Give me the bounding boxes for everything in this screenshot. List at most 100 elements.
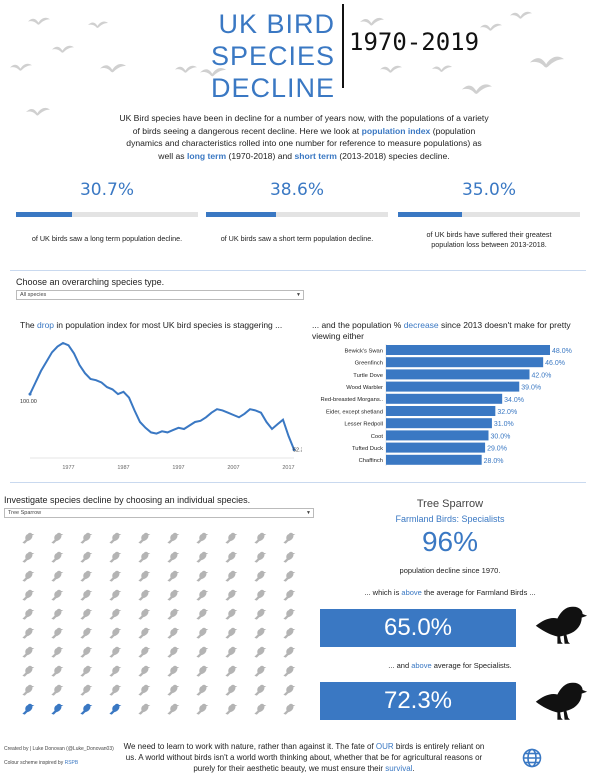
bar-value-label: 42.0% <box>532 372 552 379</box>
flying-bird-icon <box>52 44 74 55</box>
footer-colour-credit-text: Colour scheme inspired by <box>4 760 65 766</box>
flying-bird-icon <box>360 16 384 28</box>
sparrow-icon <box>223 606 239 622</box>
sparrow-icon <box>49 587 65 603</box>
sparrow-icon <box>281 625 297 641</box>
kpi-card: 35.0% of UK birds have suffered their gr… <box>398 178 580 258</box>
species-decline-caption: population decline since 1970. <box>399 566 501 575</box>
sparrow-icon <box>49 663 65 679</box>
footer-colour-credit: Colour scheme inspired by RSPB <box>4 760 78 766</box>
section-divider <box>10 270 586 271</box>
page-subtitle: 1970-2019 <box>349 28 480 56</box>
bird-icon-grid <box>20 530 310 720</box>
bar-value-label: 46.0% <box>545 360 565 367</box>
sparrow-icon <box>281 606 297 622</box>
sparrow-icon <box>194 568 210 584</box>
bar-value-label: 31.0% <box>494 421 514 428</box>
sparrow-icon <box>78 644 94 660</box>
kpi-description: of UK birds have suffered their greatest… <box>426 230 552 249</box>
sparrow-icon <box>281 644 297 660</box>
bar-value-label: 34.0% <box>504 397 524 404</box>
intro-text-1: UK Bird species have been in decline for… <box>119 113 489 136</box>
flying-bird-icon <box>480 22 502 33</box>
kpi-progress-track <box>16 212 198 217</box>
sparrow-icon <box>136 644 152 660</box>
footer-text-2: birds is entirely reliant on us. A world… <box>125 742 485 773</box>
sparrow-icon <box>252 644 268 660</box>
footer-text-3: . <box>412 764 415 773</box>
sparrow-icon <box>49 682 65 698</box>
sparrow-icon <box>165 644 181 660</box>
rspb-link[interactable]: RSPB <box>64 760 79 766</box>
footer-credit: Created by | Luke Donovan (@Luke_Donovan… <box>4 746 114 752</box>
sparrow-icon <box>223 701 239 717</box>
sparrow-icon <box>281 549 297 565</box>
sparrow-icon <box>194 663 210 679</box>
sparrow-icon <box>194 530 210 546</box>
sparrow-icon <box>78 663 94 679</box>
bar-chart-title-keyword: decrease <box>403 320 439 330</box>
sparrow-icon <box>49 549 65 565</box>
kpi-progress-fill <box>16 212 72 217</box>
globe-icon[interactable] <box>522 748 542 768</box>
species-group: Farmland Birds: Specialists <box>395 514 505 524</box>
sparrow-icon <box>20 625 36 641</box>
bar-value-label: 28.0% <box>484 458 504 465</box>
sparrow-icon <box>281 587 297 603</box>
species-type-dropdown[interactable]: All species ▼ <box>16 290 304 300</box>
flying-bird-icon <box>510 10 532 21</box>
footer-message: We need to learn to work with nature, ra… <box>118 741 490 774</box>
bar-category-label: Chaffinch <box>359 458 383 464</box>
x-tick-label: 1987 <box>117 465 129 471</box>
sparrow-icon <box>223 625 239 641</box>
population-index-line <box>29 341 295 450</box>
sparrow-icon <box>281 701 297 717</box>
sparrow-icon <box>252 530 268 546</box>
bar-category-label: Greenfinch <box>355 361 383 367</box>
sparrow-icon <box>107 701 123 717</box>
intro-text-4: (2013-2018) species decline. <box>336 150 450 161</box>
kpi-card: 38.6% of UK birds saw a short term popul… <box>206 178 388 258</box>
comparison-text-2: the average for Farmland Birds ... <box>421 588 536 597</box>
sparrow-icon <box>281 682 297 698</box>
sparrow-icon <box>49 701 65 717</box>
species-type-label: Choose an overarching species type. <box>16 277 165 287</box>
sparrow-icon <box>78 530 94 546</box>
kpi-value: 38.6% <box>269 180 324 200</box>
sparrow-icon <box>20 587 36 603</box>
comparison-text-2: average for Specialists. <box>431 661 512 670</box>
bar-category-label: Lesser Redpoll <box>344 422 383 428</box>
line-chart-title-text-2: in population index for most UK bird spe… <box>54 320 283 330</box>
sparrow-icon <box>78 587 94 603</box>
sparrow-icon <box>49 530 65 546</box>
flying-bird-icon <box>462 82 492 97</box>
bar <box>386 393 503 404</box>
x-tick-label: 2007 <box>227 465 239 471</box>
footer-keyword-survival: survival <box>385 764 413 773</box>
sparrow-icon <box>136 587 152 603</box>
individual-species-selected: Tree Sparrow <box>8 510 42 516</box>
sparrow-icon <box>78 549 94 565</box>
bar <box>386 345 550 355</box>
sparrow-icon <box>78 568 94 584</box>
bar-value-label: 30.0% <box>491 433 511 440</box>
flying-bird-icon <box>28 16 50 27</box>
sparrow-icon <box>252 606 268 622</box>
kpi-card: 30.7% of UK birds saw a long term popula… <box>16 178 198 258</box>
sparrow-icon <box>107 682 123 698</box>
sparrow-icon <box>136 682 152 698</box>
sparrow-icon <box>165 701 181 717</box>
line-chart-title-keyword: drop <box>37 320 55 330</box>
individual-species-dropdown[interactable]: Tree Sparrow ▼ <box>4 508 314 518</box>
species-name: Tree Sparrow <box>416 498 484 510</box>
sparrow-icon <box>194 701 210 717</box>
bar-category-label: Coot <box>371 434 384 440</box>
page-title: UK BIRD SPECIES DECLINE <box>90 8 335 104</box>
title-line-2: DECLINE <box>210 73 335 103</box>
sparrow-icon <box>252 568 268 584</box>
intro-keyword-long-term: long term <box>186 150 227 161</box>
species-type-selected: All species <box>20 292 47 298</box>
sparrow-icon <box>136 568 152 584</box>
kpi-progress-track <box>398 212 580 217</box>
sparrow-icon <box>194 625 210 641</box>
